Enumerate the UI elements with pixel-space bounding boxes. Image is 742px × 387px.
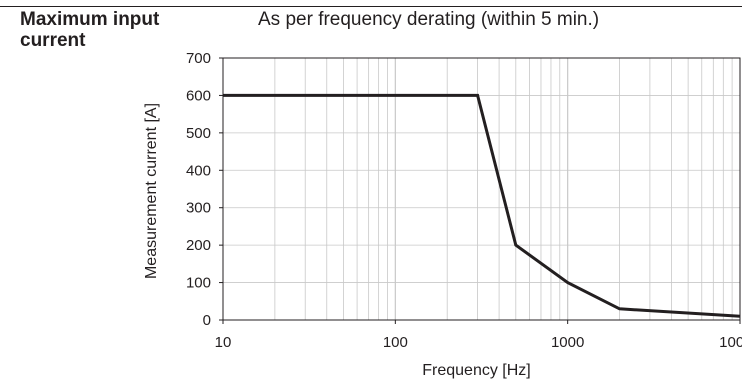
spec-value: As per frequency derating (within 5 min.…	[258, 9, 600, 30]
x-tick-label: 1000	[551, 334, 584, 351]
y-tick-label: 200	[186, 237, 211, 254]
plot-frame	[222, 57, 741, 321]
spec-heading-line2: current	[20, 30, 86, 51]
y-tick-label: 700	[186, 50, 211, 67]
data-series-line	[223, 93, 741, 318]
y-axis-label: Measurement current [A]	[143, 103, 160, 279]
x-tick-label: 100	[383, 334, 408, 351]
y-tick-label: 300	[186, 200, 211, 217]
y-tick-label: 400	[186, 162, 211, 179]
spec-heading: Maximum input current	[20, 9, 159, 51]
x-axis-label: Frequency [Hz]	[422, 362, 530, 379]
y-tick-label: 500	[186, 125, 211, 142]
spec-heading-line1: Maximum input	[20, 9, 160, 30]
x-tick-label: 10	[215, 334, 232, 351]
y-tick-label: 100	[186, 275, 211, 292]
x-tick-label: 10000	[719, 334, 742, 351]
top-divider	[0, 0, 742, 7]
y-tick-label: 0	[203, 312, 211, 329]
y-tick-label: 600	[186, 87, 211, 104]
